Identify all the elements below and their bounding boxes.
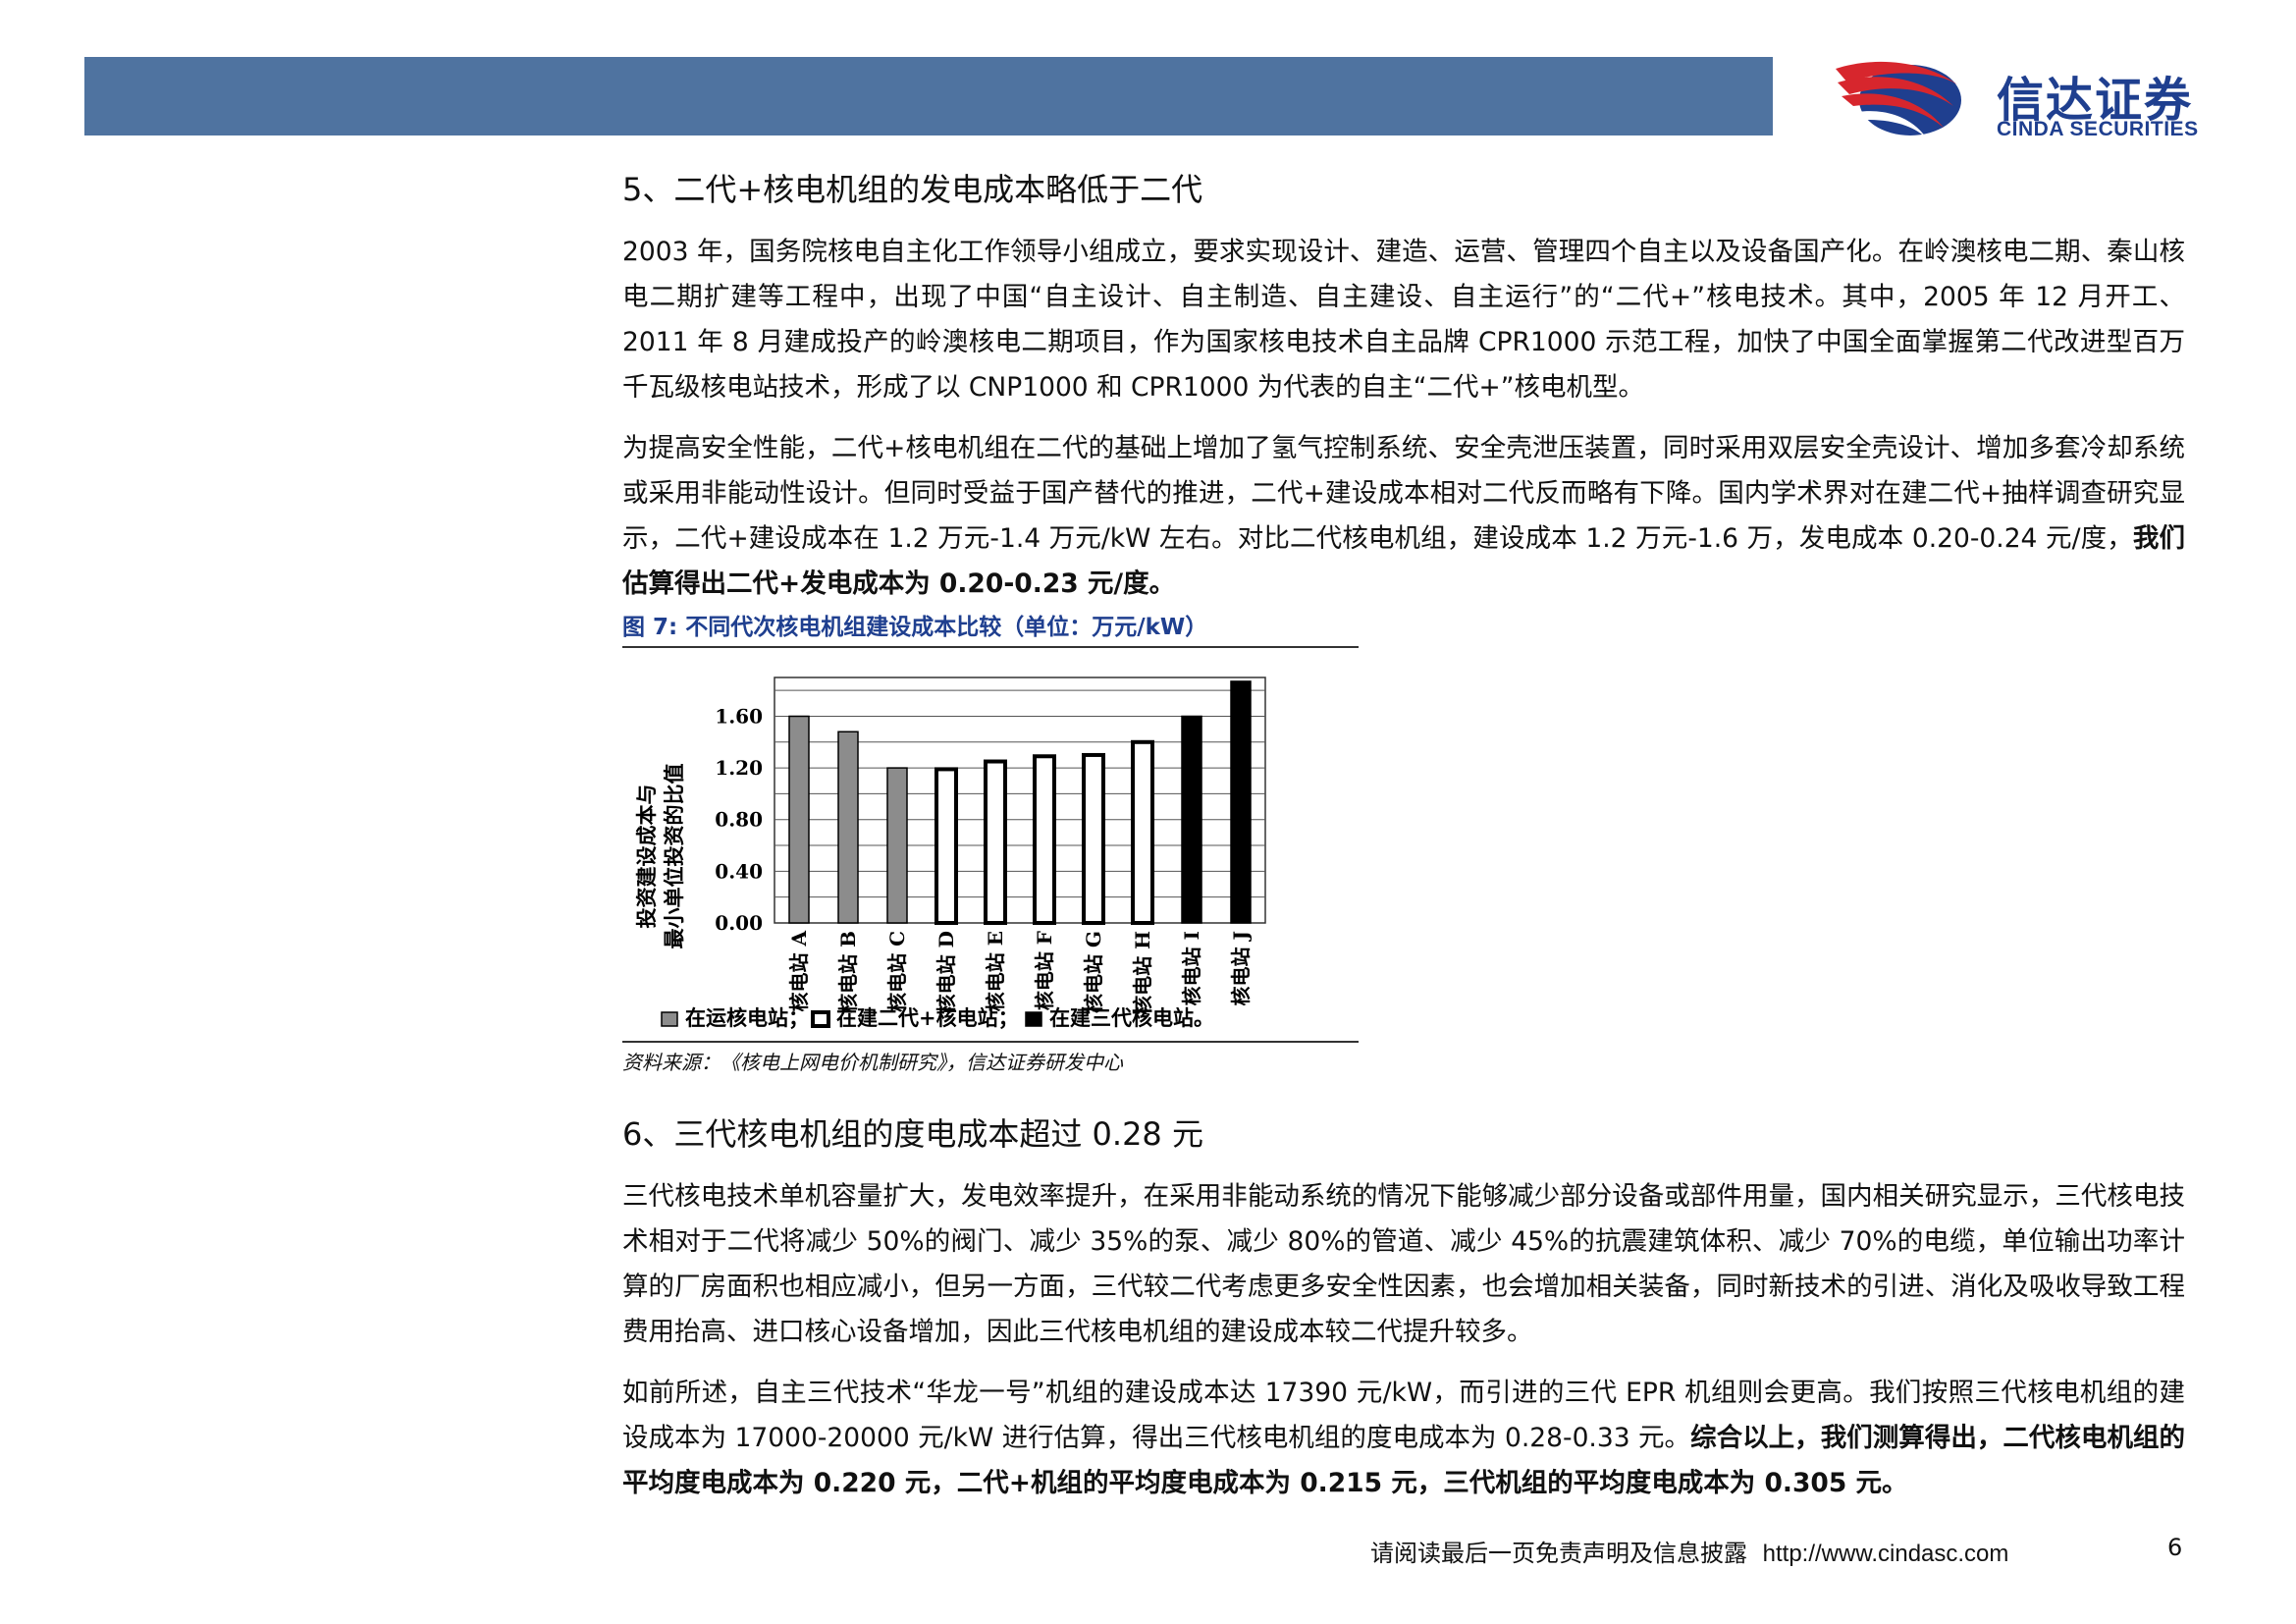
- legend-swatch: [1025, 1011, 1042, 1027]
- x-tick-label: 核电站 B: [836, 931, 860, 1013]
- bar: [1131, 739, 1154, 925]
- bar: [1181, 715, 1202, 924]
- y-axis-label-line-2: 最小单位投资的比值: [662, 764, 686, 949]
- section-5-heading: 5、二代+核电机组的发电成本略低于二代: [622, 171, 1203, 208]
- section-6-paragraph-1: 三代核电技术单机容量扩大，发电效率提升，在采用非能动系统的情况下能够减少部分设备…: [622, 1181, 2185, 1347]
- bar-chart: 投资建设成本与 最小单位投资的比值 0.00 0.40 0.80 1.20 1.60 核电…: [634, 677, 1266, 1030]
- cinda-logo: 信达证券 CINDA SECURITIES: [1828, 49, 2240, 147]
- legend-swatch: [811, 1010, 830, 1028]
- section-6-paragraph-2-text: 如前所述，自主三代技术“华龙一号”机组的建设成本达 17390 元/kW，而引进…: [622, 1378, 2185, 1453]
- figure-7-source: 资料来源：《核电上网电价机制研究》，信达证券研发中心: [622, 1041, 1359, 1075]
- legend-label: 在建二代+核电站；: [836, 1005, 1019, 1030]
- section-6-paragraph-2-conclusion: 综合以上，我们测算得出，二代核电机组的平均度电成本为 0.220 元，二代+机组…: [622, 1423, 2186, 1498]
- section-5-paragraph-2: 为提高安全性能，二代+核电机组在二代的基础上增加了氢气控制系统、安全壳泄压装置，…: [622, 426, 2185, 607]
- x-tick-label: 核电站 H: [1131, 931, 1154, 1015]
- logo-english-name: CINDA SECURITIES: [1997, 118, 2199, 140]
- footer-disclaimer: 请阅读最后一页免责声明及信息披露 http://www.cindasc.com: [1370, 1534, 2008, 1568]
- x-tick-label: 核电站 A: [787, 931, 811, 1012]
- footer-disclaimer-text: 请阅读最后一页免责声明及信息披露: [1370, 1540, 1747, 1567]
- y-tick-label: 0.80: [715, 808, 763, 832]
- y-axis-label-line-1: 投资建设成本与: [634, 785, 659, 929]
- bar: [984, 759, 1007, 925]
- x-tick-label: 核电站 J: [1229, 931, 1253, 1005]
- y-tick-label: 0.00: [715, 911, 763, 935]
- bar: [934, 767, 958, 925]
- figure-7-chart: 投资建设成本与 最小单位投资的比值 0.00 0.40 0.80 1.20 1.60 核电…: [622, 650, 1359, 1043]
- bar: [886, 767, 908, 924]
- x-tick-label: 核电站 F: [1033, 931, 1056, 1010]
- section-6-heading: 6、三代核电机组的度电成本超过 0.28 元: [622, 1115, 1203, 1153]
- y-tick-label: 0.40: [715, 859, 763, 883]
- logo-chinese-name: 信达证券: [1997, 73, 2194, 128]
- cinda-swoosh-icon: [1836, 61, 1961, 137]
- section-6: 6、三代核电机组的度电成本超过 0.28 元 三代核电技术单机容量扩大，发电效率…: [622, 1111, 2185, 1506]
- y-tick-label: 1.20: [715, 756, 763, 780]
- section-5: 5、二代+核电机组的发电成本略低于二代 2003 年，国务院核电自主化工作领导小…: [622, 167, 2185, 607]
- bar: [1230, 680, 1252, 924]
- bar: [837, 731, 859, 924]
- x-tick-label: 核电站 I: [1180, 931, 1203, 1005]
- x-tick-label: 核电站 E: [984, 931, 1007, 1011]
- header-bar: [84, 57, 1773, 135]
- x-tick-label: 核电站 G: [1082, 931, 1105, 1013]
- bar: [1033, 754, 1056, 926]
- figure-7-caption: 图 7: 不同代次核电机组建设成本比较（单位：万元/kW）: [622, 611, 1359, 648]
- section-5-paragraph-2-conclusion: 我们估算得出二代+发电成本为 0.20-0.23 元/度。: [622, 523, 2185, 599]
- legend-label: 在运核电站；: [685, 1005, 809, 1030]
- bar: [788, 715, 810, 924]
- footer-url[interactable]: http://www.cindasc.com: [1762, 1541, 2009, 1567]
- x-tick-label: 核电站 C: [885, 931, 909, 1012]
- legend-label: 在建三代核电站。: [1049, 1005, 1214, 1030]
- legend-swatch: [661, 1011, 678, 1027]
- page-number: 6: [2167, 1534, 2183, 1561]
- section-6-paragraph-2: 如前所述，自主三代技术“华龙一号”机组的建设成本达 17390 元/kW，而引进…: [622, 1371, 2185, 1506]
- y-tick-label: 1.60: [715, 704, 763, 728]
- section-5-paragraph-2-text: 为提高安全性能，二代+核电机组在二代的基础上增加了氢气控制系统、安全壳泄压装置，…: [622, 433, 2185, 554]
- section-5-paragraph-1: 2003 年，国务院核电自主化工作领导小组成立，要求实现设计、建造、运营、管理四…: [622, 237, 2185, 403]
- x-tick-label: 核电站 D: [934, 931, 958, 1013]
- bar: [1082, 752, 1105, 925]
